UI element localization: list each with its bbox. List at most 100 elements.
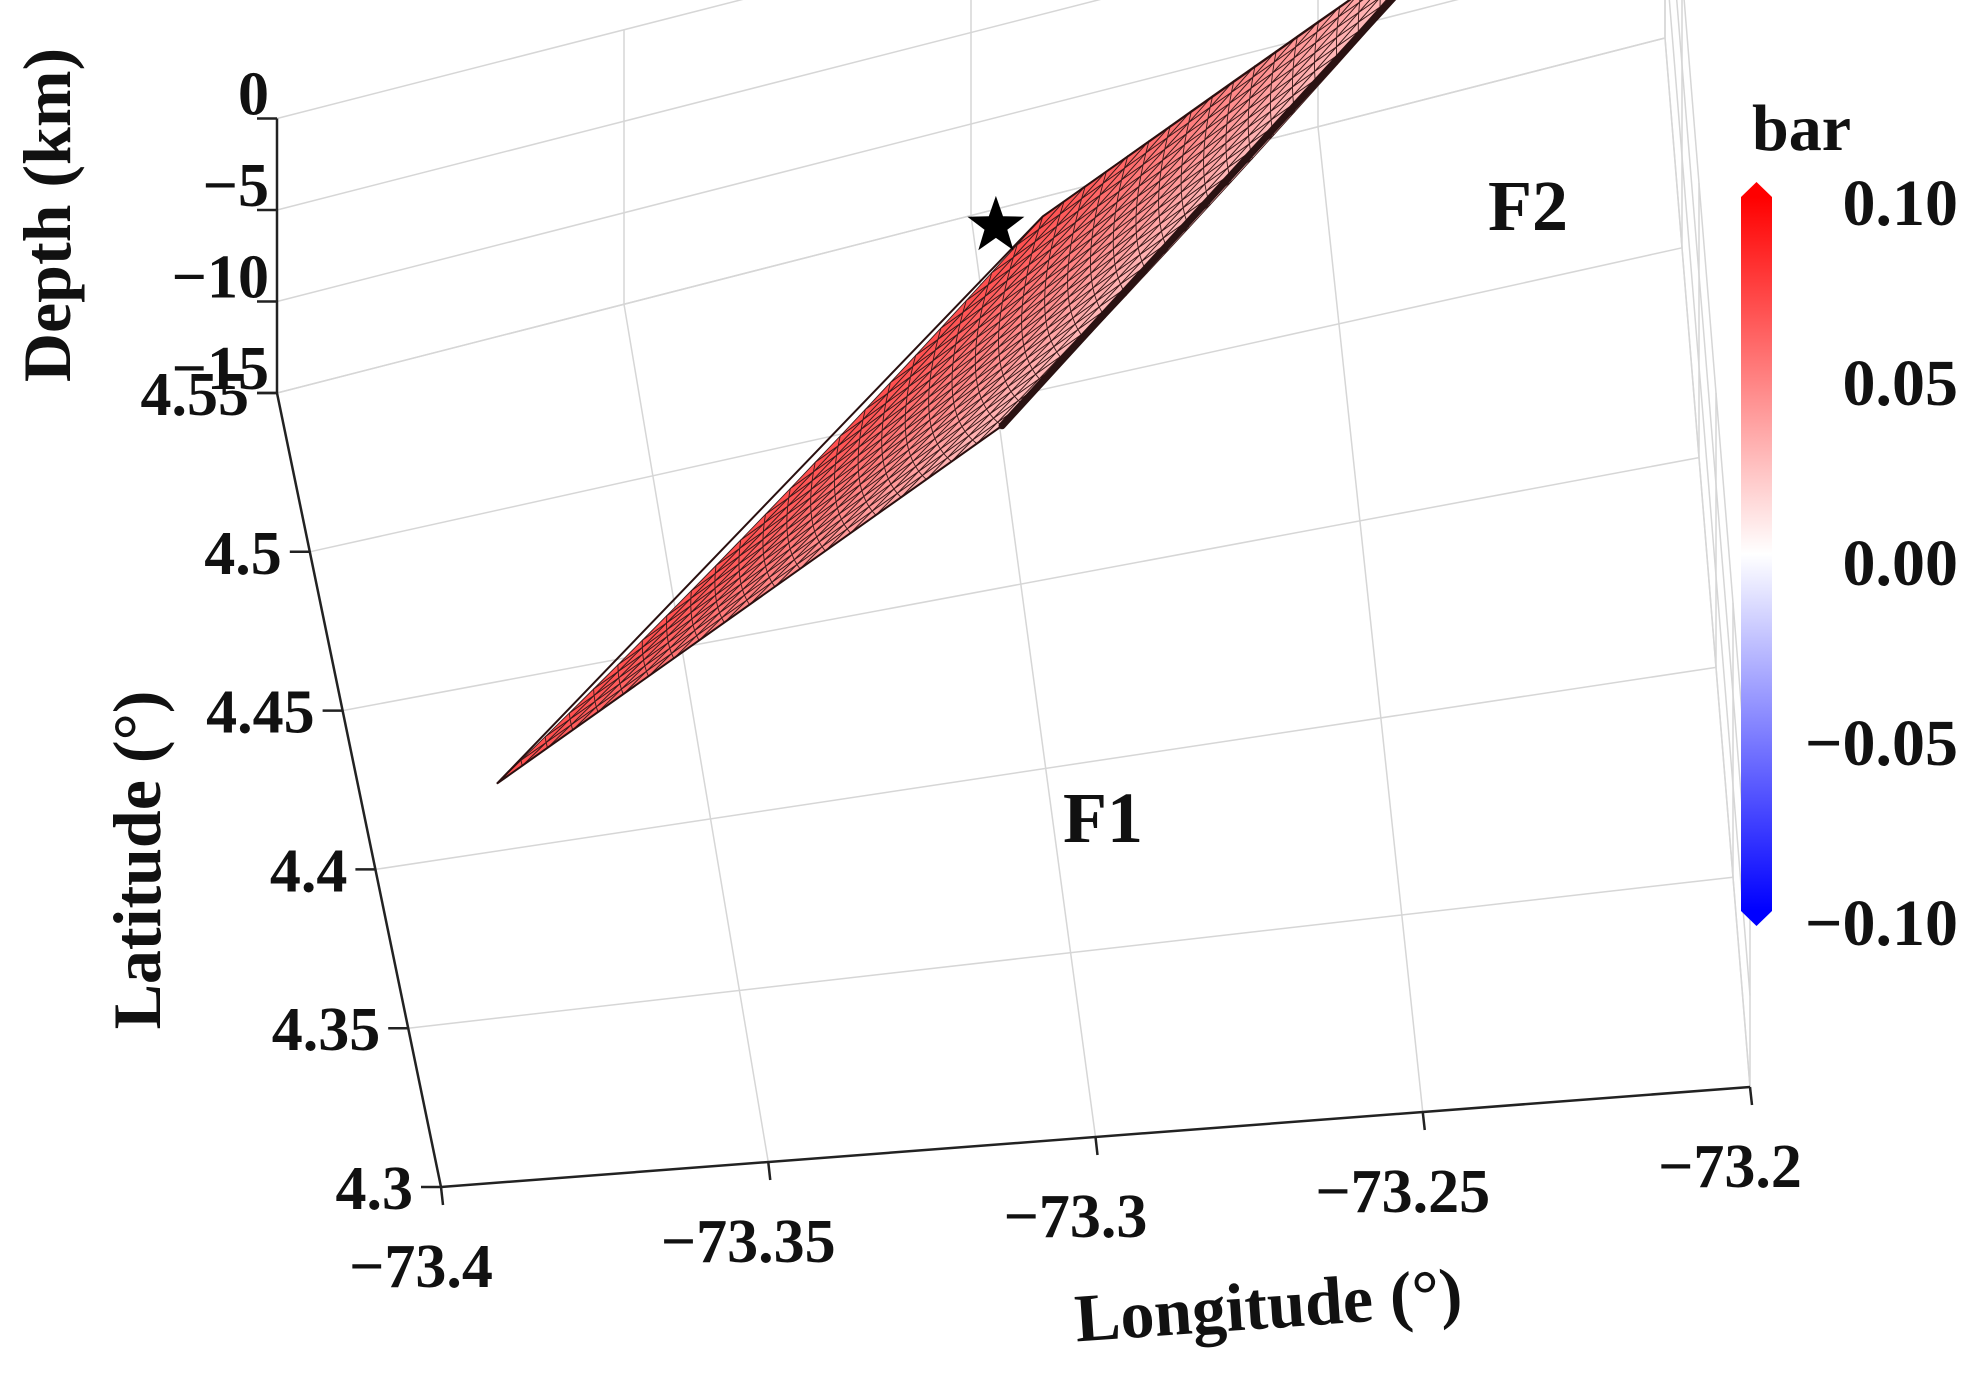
surface-cell-diagonal bbox=[934, 339, 939, 351]
surface-cell-diagonal bbox=[739, 577, 742, 584]
x-tick-label: −73.2 bbox=[1658, 1133, 1802, 1201]
surface-cell-diagonal bbox=[910, 455, 914, 462]
surface-cell-diagonal bbox=[1180, 165, 1183, 175]
surface-cell-diagonal bbox=[717, 607, 720, 613]
surface-cell-diagonal bbox=[1096, 195, 1101, 207]
surface-cell-diagonal bbox=[1226, 159, 1229, 168]
surface-cell-diagonal bbox=[838, 513, 842, 520]
surface-cell-diagonal bbox=[1090, 273, 1093, 281]
surface-cell-diagonal bbox=[979, 307, 983, 319]
surface-cell-diagonal bbox=[643, 660, 646, 667]
surface-cell-diagonal bbox=[594, 701, 597, 708]
surface-cell-diagonal bbox=[857, 470, 860, 479]
surface-cell-diagonal bbox=[739, 539, 742, 549]
surface-cell-diagonal bbox=[1113, 256, 1116, 265]
grid-line bbox=[276, 0, 1102, 211]
surface-cell-diagonal bbox=[1292, 57, 1295, 69]
surface-cell-diagonal bbox=[618, 677, 621, 684]
surface-cell-diagonal bbox=[1118, 179, 1122, 192]
surface-cell-diagonal bbox=[1070, 311, 1074, 319]
x-tick-label: −73.35 bbox=[661, 1208, 836, 1276]
fault-trace-line bbox=[998, 0, 1397, 430]
surface-cell-diagonal bbox=[882, 460, 885, 468]
surface-cell-diagonal bbox=[1112, 248, 1115, 257]
surface-cell-diagonal bbox=[955, 334, 959, 345]
x-tick-mark bbox=[439, 1186, 445, 1206]
x-tick-label: −73.4 bbox=[349, 1233, 493, 1301]
surface-cell-diagonal bbox=[953, 402, 956, 410]
surface-cell-diagonal bbox=[1004, 380, 1009, 387]
surface-cell-diagonal bbox=[1091, 228, 1094, 239]
x-tick-label: −73.3 bbox=[1004, 1183, 1148, 1251]
surface-cell-diagonal bbox=[915, 466, 920, 472]
surface-cell-diagonal bbox=[978, 392, 982, 399]
surface-cell-diagonal bbox=[1028, 253, 1033, 265]
x-tick-mark bbox=[1748, 1086, 1754, 1106]
surface-cell-diagonal bbox=[1023, 345, 1026, 352]
surface-cell-diagonal bbox=[1026, 264, 1030, 276]
surface-cell-diagonal bbox=[951, 363, 954, 373]
colorbar: bar 0.10 0.05 0.00 −0.05 −0.10 bbox=[1741, 92, 1958, 960]
surface-cell-diagonal bbox=[1046, 259, 1050, 271]
surface-cell-diagonal bbox=[738, 548, 741, 557]
surface-cell-diagonal bbox=[974, 346, 977, 356]
surface-cell-diagonal bbox=[837, 435, 841, 446]
surface-cell-diagonal bbox=[1044, 279, 1047, 290]
surface-cell-diagonal bbox=[980, 398, 985, 405]
surface-cell-diagonal bbox=[865, 501, 870, 507]
surface-cell-diagonal bbox=[1067, 297, 1070, 305]
surface-cell-diagonal bbox=[999, 362, 1002, 369]
surface-cell-diagonal bbox=[890, 483, 895, 490]
surface-cell-diagonal bbox=[762, 523, 765, 532]
surface-cell-diagonal bbox=[1139, 254, 1143, 262]
surface-cell-diagonal bbox=[937, 443, 941, 450]
surface-cell-diagonal bbox=[1293, 46, 1297, 58]
surface-cell-diagonal bbox=[881, 421, 884, 431]
surface-cell-diagonal bbox=[975, 371, 977, 380]
surface-cell-diagonal bbox=[1031, 369, 1036, 375]
surface-cell-diagonal bbox=[788, 488, 791, 498]
surface-cell-diagonal bbox=[929, 419, 932, 427]
surface-cell-diagonal bbox=[1115, 271, 1119, 279]
surface-cell-diagonal bbox=[1121, 167, 1125, 181]
surface-cell-diagonal bbox=[1077, 198, 1083, 211]
surface-cell-diagonal bbox=[858, 438, 861, 448]
y-tick-label: 4.3 bbox=[336, 1155, 414, 1223]
grid-line bbox=[1683, 0, 1751, 813]
surface-cell-diagonal bbox=[1048, 249, 1052, 260]
grid-line bbox=[1675, 0, 1751, 905]
surface-cell-diagonal bbox=[1270, 83, 1272, 94]
surface-cell-diagonal bbox=[694, 630, 698, 636]
surface-cell-diagonal bbox=[1035, 373, 1040, 380]
surface-cell-diagonal bbox=[1046, 328, 1050, 336]
grid-line bbox=[342, 456, 1700, 712]
surface-cell-diagonal bbox=[1010, 391, 1015, 397]
surface-cell-diagonal bbox=[932, 432, 936, 439]
surface-cell-diagonal bbox=[1045, 269, 1048, 280]
grid-line bbox=[623, 304, 769, 1163]
fault-end-label: F2 bbox=[1488, 166, 1568, 246]
surface-cell-diagonal bbox=[1180, 192, 1183, 201]
surface-cell-diagonal bbox=[932, 350, 936, 361]
surface-cell-diagonal bbox=[841, 519, 845, 525]
surface-cell-diagonal bbox=[964, 431, 969, 437]
surface-cell-diagonal bbox=[952, 395, 955, 403]
surface-cell-diagonal bbox=[814, 531, 818, 538]
surface-cell-diagonal bbox=[1099, 183, 1104, 196]
surface-cell-diagonal bbox=[885, 392, 889, 404]
surface-cell bbox=[1358, 0, 1378, 13]
surface-cell-diagonal bbox=[862, 409, 866, 420]
surface-cell-diagonal bbox=[929, 370, 932, 380]
grid-line bbox=[276, 0, 744, 120]
surface-cell-diagonal bbox=[1024, 275, 1028, 287]
surface-cell-diagonal bbox=[1137, 186, 1140, 197]
surface-cell-diagonal bbox=[1114, 264, 1117, 272]
colorbar-tick: −0.05 bbox=[1805, 707, 1958, 780]
surface-cell-diagonal bbox=[1114, 201, 1118, 213]
surface-cell-diagonal bbox=[1000, 368, 1004, 376]
surface-cell-diagonal bbox=[981, 296, 986, 308]
surface-cell-diagonal bbox=[1050, 340, 1055, 347]
surface-cell-diagonal bbox=[1034, 229, 1040, 242]
surface-cell-diagonal bbox=[1050, 237, 1055, 250]
surface-cell-diagonal bbox=[906, 443, 910, 451]
